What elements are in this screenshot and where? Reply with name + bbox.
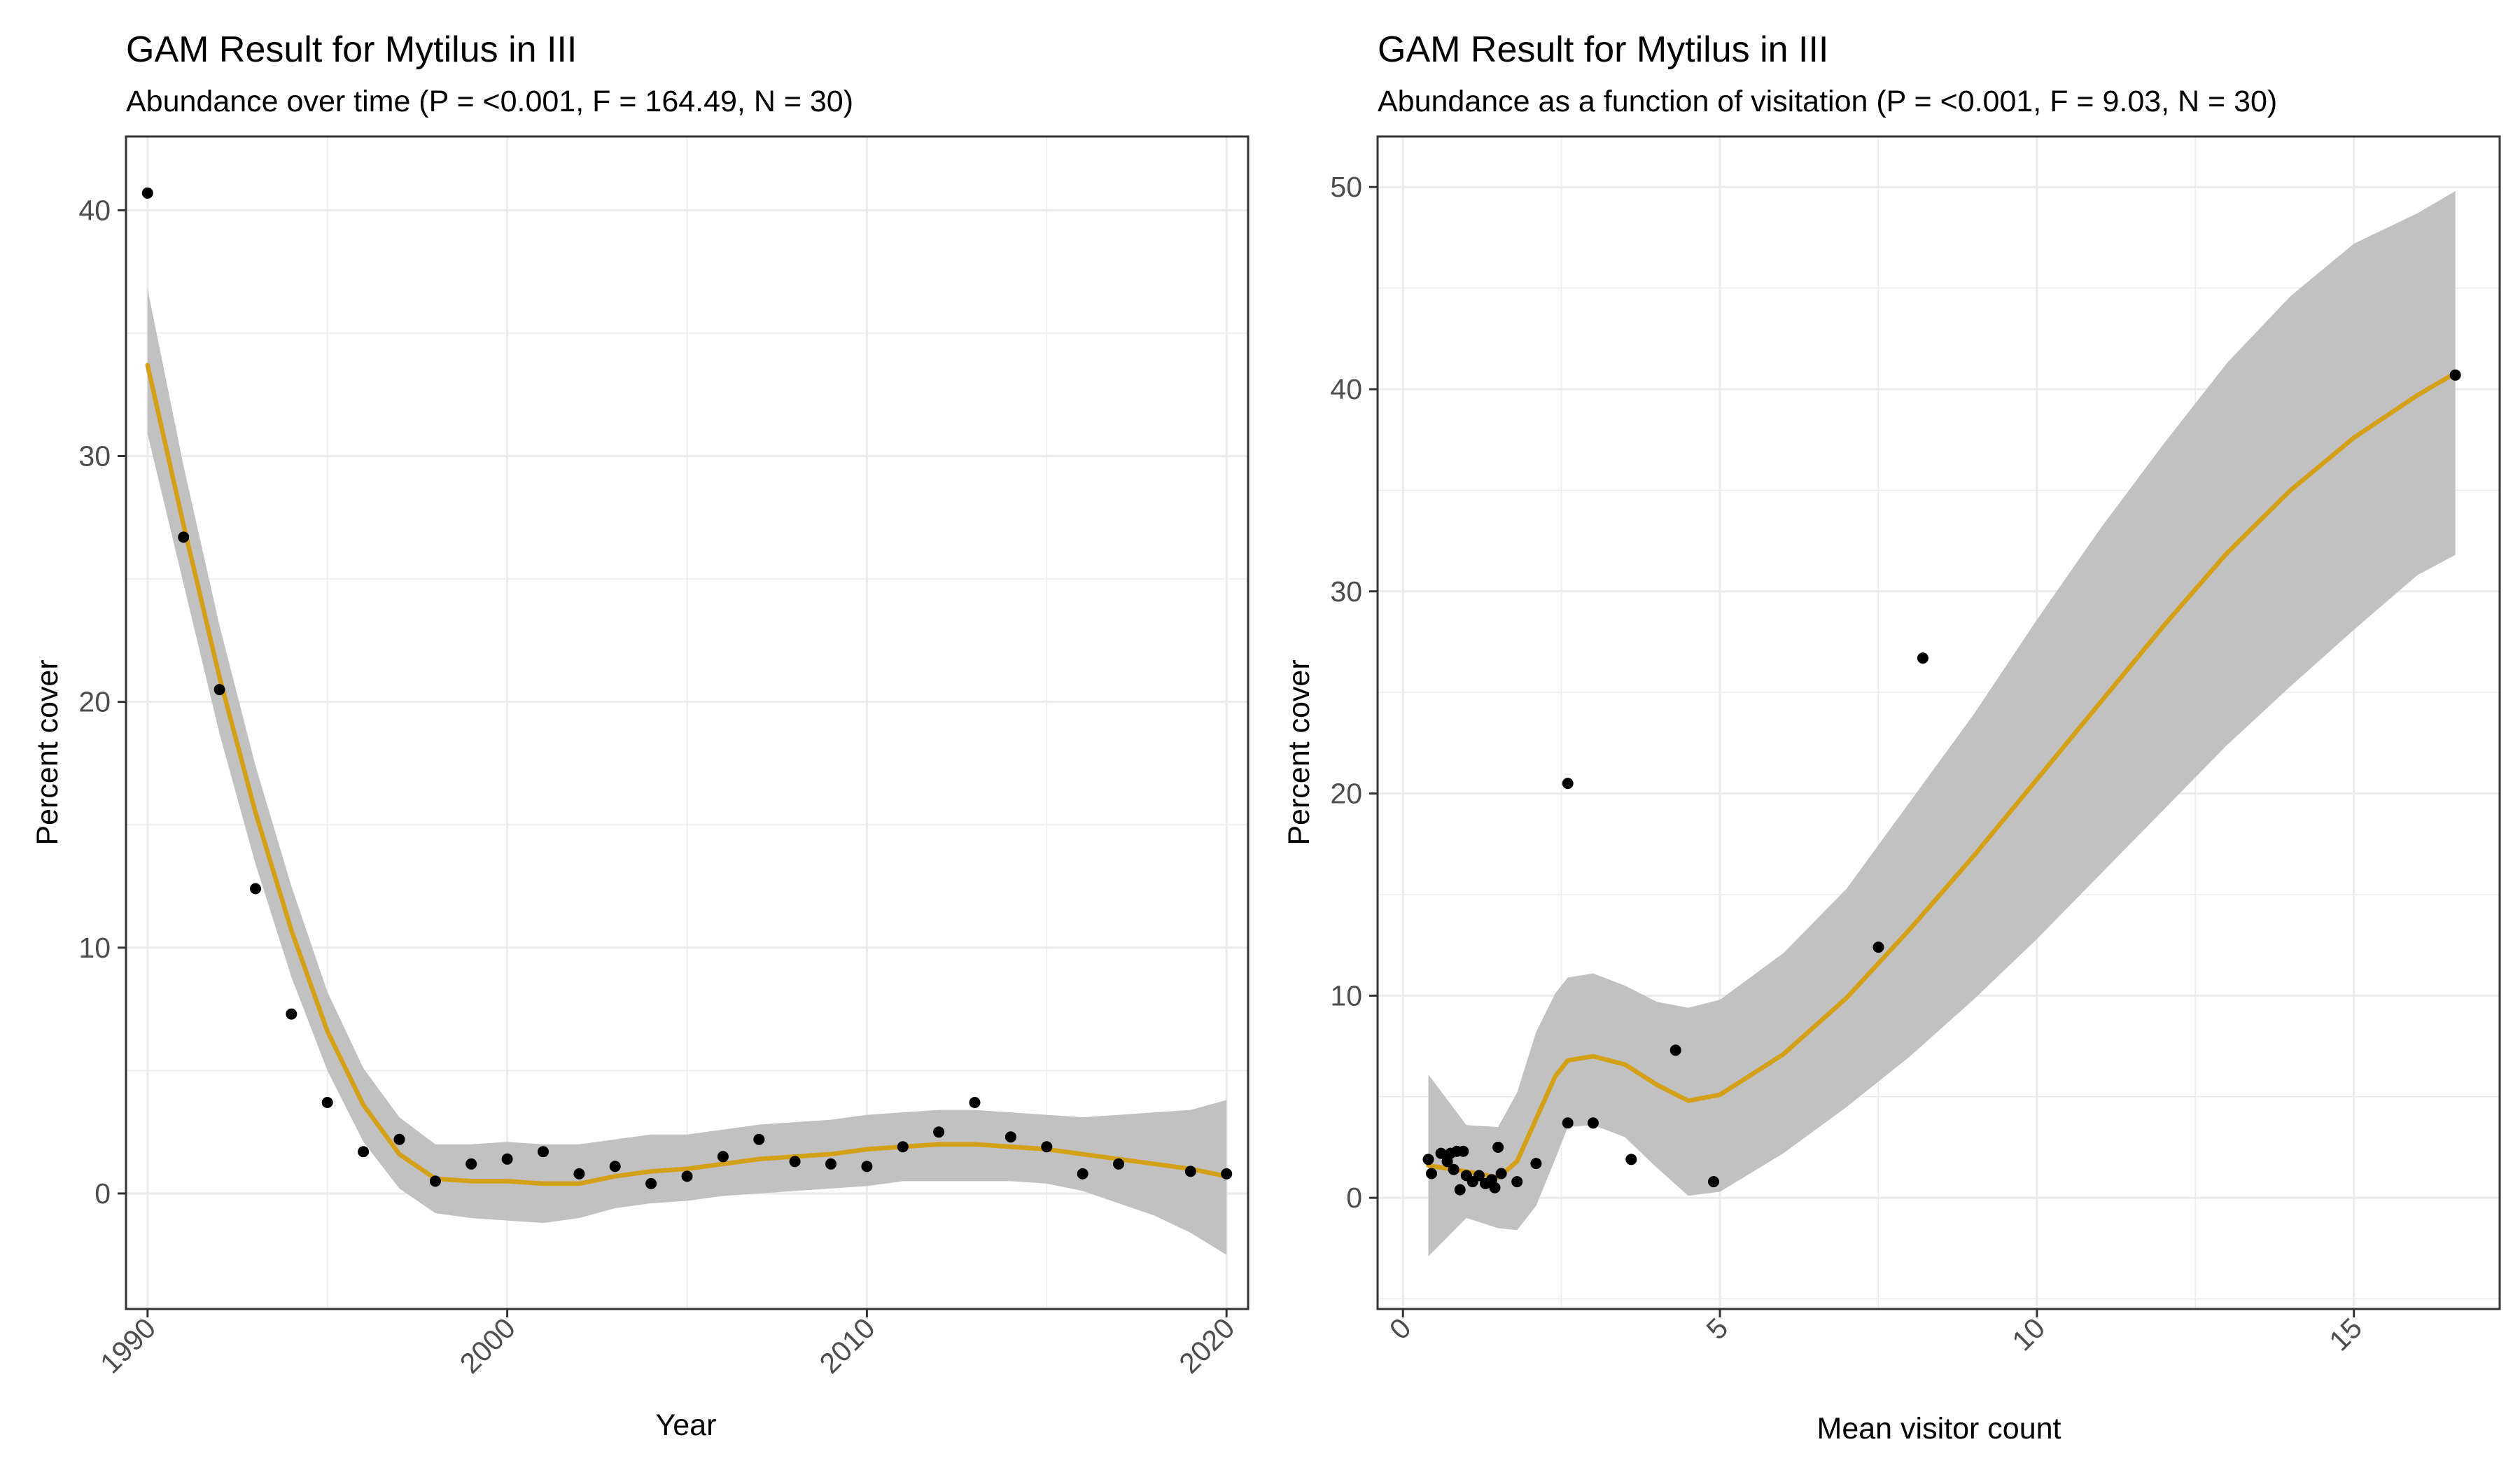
right-chart-data-point — [1511, 1176, 1523, 1188]
left-chart-data-point — [358, 1146, 370, 1158]
left-chart-y-tick-label: 0 — [94, 1177, 111, 1210]
left-chart-data-point — [178, 531, 190, 543]
right-chart-data-point — [1562, 1117, 1574, 1129]
left-chart-data-point — [1004, 1131, 1016, 1143]
left-chart-y-axis-label: Percent cover — [31, 659, 64, 845]
left-chart-data-point — [1077, 1168, 1088, 1180]
right-chart-y-tick-label: 30 — [1330, 575, 1362, 608]
right-chart-y-axis-label: Percent cover — [1282, 659, 1316, 845]
right-chart-x-tick-label: 5 — [1700, 1312, 1735, 1346]
left-chart-data-point — [465, 1158, 477, 1170]
left-chart-y-tick-label: 30 — [78, 440, 111, 472]
left-chart-data-point — [681, 1170, 693, 1182]
right-chart-data-point — [1708, 1176, 1719, 1188]
left-chart-data-point — [321, 1097, 333, 1108]
right-chart-data-point — [1489, 1182, 1501, 1194]
right-chart-data-point — [1473, 1170, 1485, 1182]
right-chart-subtitle: Abundance as a function of visitation (P… — [1378, 85, 2277, 118]
right-chart-data-point — [1530, 1158, 1542, 1170]
right-chart-y-tick-label: 0 — [1346, 1182, 1362, 1214]
left-chart-data-point — [538, 1146, 549, 1158]
right-chart-data-point — [1426, 1168, 1437, 1180]
left-chart-data-point — [897, 1141, 909, 1153]
right-chart-y-tick-label: 50 — [1330, 171, 1362, 203]
right-chart-data-point — [1454, 1184, 1466, 1196]
right-chart-data-point — [1872, 941, 1884, 953]
left-chart-data-point — [789, 1156, 801, 1168]
left-chart-data-point — [429, 1175, 441, 1187]
left-chart-data-point — [141, 187, 153, 199]
left-chart-data-point — [286, 1008, 298, 1020]
left-chart-data-point — [609, 1161, 621, 1172]
left-chart-plot-area: 0 10 20 30 40 1990 2000 2010 2020 — [78, 135, 1250, 1380]
left-chart-x-tick-label: 2000 — [454, 1312, 522, 1380]
left-chart-subtitle: Abundance over time (P = <0.001, F = 164… — [126, 85, 853, 118]
right-chart-data-point — [1917, 652, 1928, 664]
left-chart-x-tick-label: 2020 — [1173, 1312, 1241, 1380]
right-chart-data-point — [1670, 1044, 1681, 1056]
right-chart-data-point — [1495, 1168, 1507, 1180]
right-chart-x-tick-label: 15 — [2323, 1312, 2368, 1357]
right-chart-data-point — [1562, 778, 1574, 790]
left-chart-y-tick-label: 20 — [78, 686, 111, 718]
right-chart-data-point — [2449, 369, 2461, 381]
right-chart-data-point — [1625, 1154, 1637, 1166]
right-chart-x-tick-label: 10 — [2005, 1312, 2051, 1357]
left-chart-data-point — [1184, 1166, 1196, 1177]
left-chart-data-point — [969, 1097, 981, 1108]
right-chart-x-tick-label: 0 — [1383, 1312, 1418, 1346]
left-chart-title: GAM Result for Mytilus in III — [126, 29, 577, 70]
left-chart-data-point — [1221, 1168, 1233, 1180]
left-chart: GAM Result for Mytilus in III Abundance … — [31, 29, 1250, 1442]
left-chart-x-tick-label: 2010 — [813, 1312, 881, 1380]
left-chart-data-point — [1113, 1158, 1124, 1170]
left-chart-data-point — [825, 1158, 836, 1170]
right-chart-confidence-band — [1428, 191, 2456, 1256]
right-chart-data-point — [1422, 1154, 1434, 1166]
right-chart-y-tick-label: 20 — [1330, 778, 1362, 810]
right-chart-gam-fit-line — [1426, 370, 2458, 1180]
left-chart-data-point — [933, 1126, 945, 1138]
right-chart-y-tick-label: 40 — [1330, 373, 1362, 405]
left-chart-x-axis-label: Year — [656, 1408, 717, 1442]
left-chart-data-point — [1041, 1141, 1053, 1153]
right-chart-data-point — [1492, 1142, 1504, 1153]
right-chart-panel-border — [1376, 135, 2501, 1310]
right-chart: GAM Result for Mytilus in III Abundance … — [1282, 29, 2501, 1446]
right-chart-title: GAM Result for Mytilus in III — [1378, 29, 1828, 70]
left-chart-data-point — [501, 1153, 513, 1165]
left-chart-y-tick-label: 10 — [78, 932, 111, 964]
right-chart-x-axis-label: Mean visitor count — [1817, 1412, 2062, 1446]
left-chart-data-point — [645, 1177, 657, 1189]
left-chart-y-tick-label: 40 — [78, 194, 111, 226]
right-chart-y-tick-label: 10 — [1330, 979, 1362, 1011]
left-chart-data-point — [214, 684, 225, 696]
left-chart-x-tick-label: 1990 — [94, 1312, 162, 1380]
right-chart-data-point — [1435, 1147, 1447, 1159]
left-chart-data-point — [753, 1133, 765, 1145]
right-chart-data-point — [1457, 1145, 1469, 1157]
left-chart-panel-border — [125, 135, 1250, 1310]
right-chart-plot-area: 0 10 20 30 40 50 0 5 10 15 — [1330, 135, 2501, 1357]
right-chart-data-point — [1587, 1117, 1599, 1129]
left-chart-data-point — [861, 1161, 873, 1172]
left-chart-data-point — [250, 883, 261, 895]
left-chart-data-point — [717, 1151, 729, 1163]
left-chart-data-point — [393, 1133, 405, 1145]
right-chart-data-point — [1448, 1163, 1460, 1175]
left-chart-data-point — [573, 1168, 585, 1180]
